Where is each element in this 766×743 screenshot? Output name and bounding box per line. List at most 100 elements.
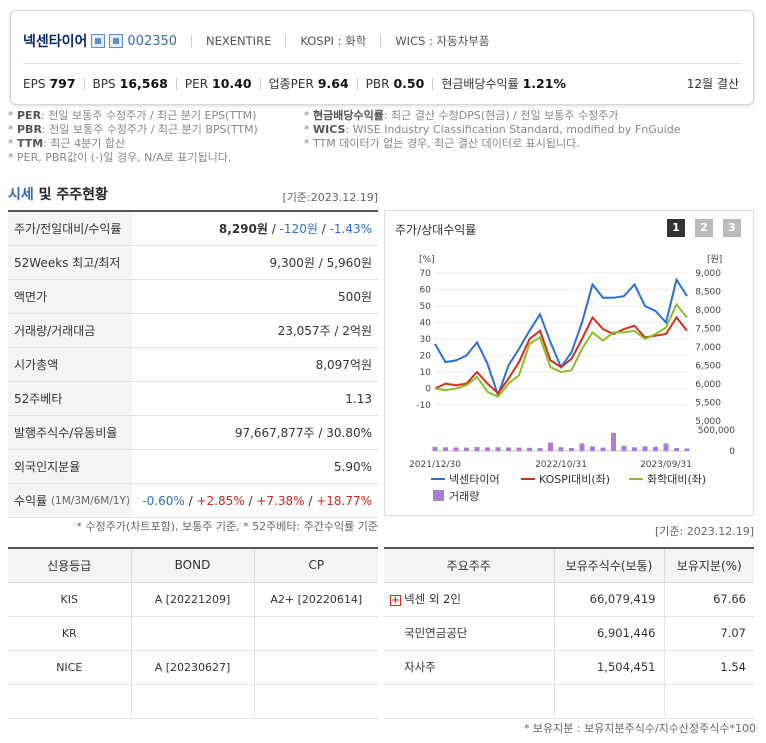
- return-1m: -0.60%: [142, 493, 185, 508]
- row-value: 8,290원 / -120원 / -1.43%: [218, 222, 372, 236]
- holder-name: 자사주: [384, 650, 555, 685]
- volume-bar: [579, 443, 585, 451]
- volume-bar: [485, 447, 490, 451]
- wics-sector: WICS : 자동차부품: [395, 34, 490, 48]
- header-divider: [23, 63, 741, 64]
- row-label: 시가총액: [8, 348, 132, 381]
- price-footnote: * 수정주가(차트포함), 보통주 기준, * 52주베타: 주간수익률 기준: [76, 520, 378, 533]
- table-row: [8, 684, 378, 719]
- note-na: * PER, PBR값이 (-)일 경우, N/A로 표기됩니다.: [8, 151, 232, 164]
- col-header: 신용등급: [8, 548, 132, 583]
- row-value: 8,097억원: [315, 358, 372, 372]
- table-row: NICE A [20230627]: [8, 650, 378, 685]
- price-table: 주가/전일대비/수익률 8,290원 / -120원 / -1.43% 52We…: [8, 210, 378, 518]
- price-chart-panel: 주가/상대수익률 1 2 3 [%] [원] 70 60 50 40 30 20 10 0 -1…: [384, 210, 754, 516]
- bps-value: 16,568: [119, 76, 168, 91]
- eps-value: 797: [49, 76, 76, 91]
- table-row: 외국인지분율 5.90%: [8, 450, 378, 484]
- holder-name[interactable]: + 넥센 외 2인: [384, 582, 555, 617]
- holder-ratio: [664, 684, 754, 719]
- chart-button-1[interactable]: 1: [667, 219, 685, 237]
- current-price: 8,290원: [218, 222, 268, 236]
- holder-shares: 6,901,446: [554, 616, 665, 651]
- volume-bar: [558, 447, 564, 451]
- divider: [285, 35, 287, 47]
- volume-bar: [600, 447, 606, 451]
- metrics-row: EPS 797 BPS 16,568 PER 10.40 업종PER 9.64 PBR 0…: [23, 75, 739, 92]
- bond-rating: [131, 684, 255, 719]
- volume-bar: [516, 447, 522, 451]
- volume-bar: [464, 447, 469, 451]
- home-icon[interactable]: [91, 34, 106, 48]
- return-3m: +2.85%: [196, 493, 245, 508]
- chart-button-3[interactable]: 3: [723, 219, 741, 237]
- price-change-rate: -1.43%: [329, 222, 372, 236]
- holder-ratio: 7.07: [664, 616, 754, 651]
- row-value: 1.13: [345, 391, 372, 406]
- volume-bar: [632, 447, 637, 451]
- agency: [8, 684, 132, 719]
- row-value: 500원: [338, 290, 372, 304]
- dividend-yield-label: 현금배당수익률: [441, 77, 519, 91]
- volume-bar: [642, 446, 648, 451]
- agency: KIS: [8, 582, 132, 617]
- note-per: * PER: 전일 보통주 수정주가 / 최근 분기 EPS(TTM): [8, 109, 257, 122]
- table-row: + 넥센 외 2인 66,079,419 67.66: [384, 582, 754, 617]
- divider: [380, 35, 382, 47]
- table-row: 국민연금공단 6,901,446 7.07: [384, 616, 754, 651]
- right-tick-label: 7,500: [695, 325, 721, 335]
- row-label: 주가/전일대비/수익률: [8, 212, 132, 245]
- volume-bar: [663, 443, 669, 451]
- section-date: [기준:2023.12.19]: [282, 191, 378, 204]
- x-tick-label: 2023/09/31: [640, 460, 692, 470]
- bps-label: BPS: [92, 76, 116, 91]
- bond-rating: [131, 616, 255, 651]
- volume-bar: [590, 446, 595, 451]
- cp-rating: [254, 650, 378, 685]
- divider: [191, 35, 193, 47]
- volume-bar: [443, 447, 448, 451]
- table-row: KIS A [20221209] A2+ [20220614]: [8, 582, 378, 617]
- price-change: -120원: [279, 222, 318, 236]
- row-value: 23,057주 / 2억원: [277, 324, 372, 338]
- note-pbr: * PBR: 전일 보통주 수정주가 / 최근 분기 BPS(TTM): [8, 123, 258, 136]
- legend-volume: 거래량: [449, 490, 479, 503]
- row-label: 52주베타: [8, 382, 132, 415]
- left-tick-label: -10: [416, 401, 431, 411]
- pbr-value: 0.50: [393, 76, 425, 91]
- volume-bar: [527, 447, 532, 451]
- volume-bar: [453, 447, 459, 451]
- company-name[interactable]: 넥센타이어: [23, 34, 88, 50]
- col-header: CP: [254, 548, 378, 583]
- table-row: 52주베타 1.13: [8, 382, 378, 416]
- bond-rating: A [20221209]: [131, 582, 255, 617]
- row-value: 5.90%: [333, 459, 372, 474]
- note-dividend: * 현금배당수익률: 최근 결산 수정DPS(현금) / 전일 보통주 수정주가: [304, 109, 619, 122]
- left-tick-label: 50: [420, 302, 432, 312]
- company-info-row: 넥센타이어 002350 NEXENTIRE KOSPI : 화학 WICS :…: [23, 31, 489, 51]
- agency: KR: [8, 616, 132, 651]
- volume-bar: [621, 445, 627, 451]
- row-label: 액면가: [8, 280, 132, 313]
- market-sector: KOSPI : 화학: [300, 34, 367, 48]
- row-label: 수익률 (1M/3M/6M/1Y): [8, 484, 132, 517]
- volume-bar: [653, 446, 658, 451]
- volume-bar: [432, 446, 438, 451]
- right-tick-label: 5,500: [695, 399, 721, 409]
- sector-per-value: 9.64: [317, 76, 349, 91]
- volume-bar: [495, 447, 501, 451]
- expand-icon[interactable]: +: [390, 595, 401, 606]
- table-row: [384, 684, 754, 719]
- legend-chemical: 화학대비(좌): [647, 473, 706, 486]
- cp-rating: [254, 616, 378, 651]
- table-header: 주요주주 보유주식수(보통) 보유지분(%): [384, 548, 754, 583]
- row-label: 거래량/거래대금: [8, 314, 132, 347]
- chart-button-2[interactable]: 2: [695, 219, 713, 237]
- table-row: 수익률 (1M/3M/6M/1Y) -0.60% / +2.85% / +7.3…: [8, 484, 378, 518]
- volume-bar: [474, 447, 480, 451]
- table-header: 신용등급 BOND CP: [8, 548, 378, 583]
- ir-icon[interactable]: [109, 34, 124, 48]
- right-tick-label: 6,000: [695, 380, 721, 390]
- volume-bar: [611, 432, 616, 451]
- right-tick-label: 9,000: [695, 269, 721, 279]
